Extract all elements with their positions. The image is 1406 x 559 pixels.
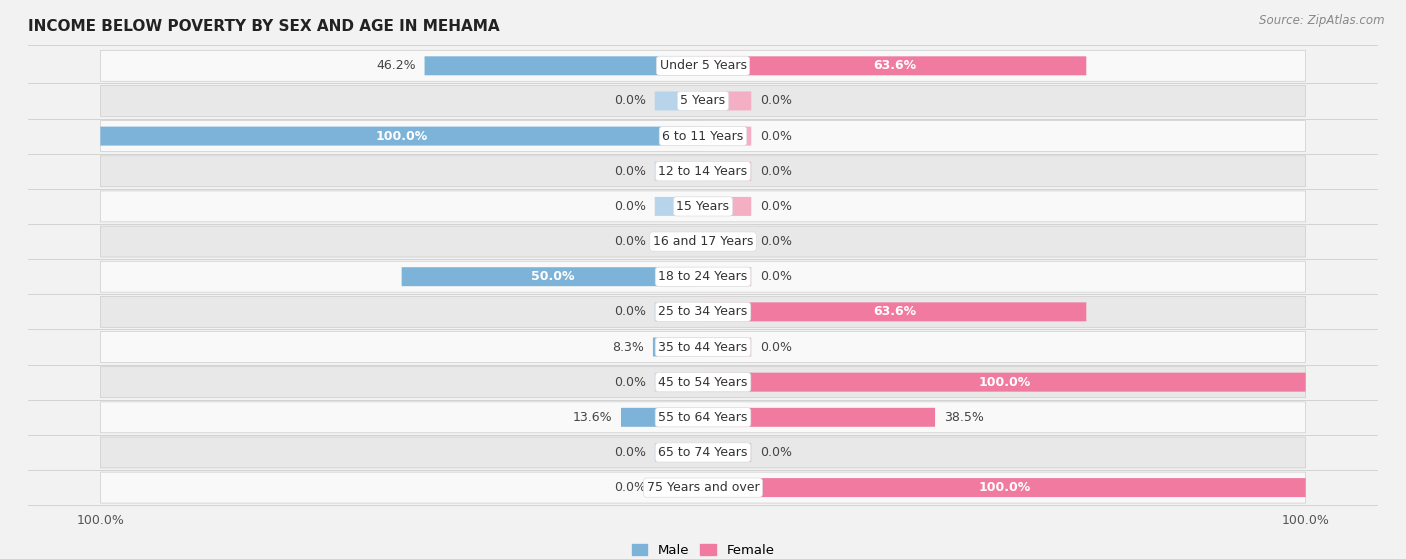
Text: 0.0%: 0.0% (614, 446, 645, 459)
FancyBboxPatch shape (655, 478, 703, 497)
FancyBboxPatch shape (655, 92, 703, 111)
FancyBboxPatch shape (100, 261, 1306, 292)
FancyBboxPatch shape (703, 127, 751, 145)
FancyBboxPatch shape (703, 197, 751, 216)
FancyBboxPatch shape (655, 232, 703, 251)
FancyBboxPatch shape (100, 156, 1306, 187)
Legend: Male, Female: Male, Female (626, 539, 780, 559)
FancyBboxPatch shape (621, 408, 703, 427)
FancyBboxPatch shape (100, 296, 1306, 328)
FancyBboxPatch shape (703, 267, 751, 286)
Text: 63.6%: 63.6% (873, 59, 917, 72)
Text: 13.6%: 13.6% (572, 411, 612, 424)
FancyBboxPatch shape (703, 408, 935, 427)
Text: 100.0%: 100.0% (979, 376, 1031, 389)
Text: 35 to 44 Years: 35 to 44 Years (658, 340, 748, 353)
Text: 100.0%: 100.0% (375, 130, 427, 143)
Text: 0.0%: 0.0% (614, 376, 645, 389)
Text: 0.0%: 0.0% (614, 94, 645, 107)
FancyBboxPatch shape (652, 338, 703, 357)
Text: 45 to 54 Years: 45 to 54 Years (658, 376, 748, 389)
Text: 16 and 17 Years: 16 and 17 Years (652, 235, 754, 248)
Text: 0.0%: 0.0% (761, 130, 792, 143)
FancyBboxPatch shape (655, 162, 703, 181)
Text: 0.0%: 0.0% (761, 270, 792, 283)
Text: 0.0%: 0.0% (614, 305, 645, 319)
Text: 0.0%: 0.0% (761, 340, 792, 353)
FancyBboxPatch shape (402, 267, 703, 286)
FancyBboxPatch shape (100, 402, 1306, 433)
Text: 6 to 11 Years: 6 to 11 Years (662, 130, 744, 143)
Text: 50.0%: 50.0% (530, 270, 574, 283)
FancyBboxPatch shape (703, 373, 1306, 392)
FancyBboxPatch shape (100, 86, 1306, 116)
FancyBboxPatch shape (703, 338, 751, 357)
Text: Source: ZipAtlas.com: Source: ZipAtlas.com (1260, 14, 1385, 27)
Text: 8.3%: 8.3% (612, 340, 644, 353)
Text: 65 to 74 Years: 65 to 74 Years (658, 446, 748, 459)
Text: 63.6%: 63.6% (873, 305, 917, 319)
Text: Under 5 Years: Under 5 Years (659, 59, 747, 72)
Text: 12 to 14 Years: 12 to 14 Years (658, 165, 748, 178)
FancyBboxPatch shape (703, 443, 751, 462)
Text: 0.0%: 0.0% (614, 481, 645, 494)
FancyBboxPatch shape (703, 92, 751, 111)
Text: 25 to 34 Years: 25 to 34 Years (658, 305, 748, 319)
Text: 0.0%: 0.0% (614, 235, 645, 248)
FancyBboxPatch shape (100, 472, 1306, 503)
FancyBboxPatch shape (100, 226, 1306, 257)
Text: 0.0%: 0.0% (614, 165, 645, 178)
FancyBboxPatch shape (655, 197, 703, 216)
Text: 0.0%: 0.0% (761, 200, 792, 213)
FancyBboxPatch shape (655, 443, 703, 462)
FancyBboxPatch shape (703, 232, 751, 251)
Text: 75 Years and over: 75 Years and over (647, 481, 759, 494)
Text: 0.0%: 0.0% (761, 446, 792, 459)
Text: 15 Years: 15 Years (676, 200, 730, 213)
Text: 0.0%: 0.0% (761, 235, 792, 248)
FancyBboxPatch shape (100, 50, 1306, 81)
FancyBboxPatch shape (100, 121, 1306, 151)
Text: 55 to 64 Years: 55 to 64 Years (658, 411, 748, 424)
Text: 0.0%: 0.0% (614, 200, 645, 213)
Text: 18 to 24 Years: 18 to 24 Years (658, 270, 748, 283)
Text: 38.5%: 38.5% (943, 411, 984, 424)
FancyBboxPatch shape (100, 367, 1306, 397)
FancyBboxPatch shape (100, 437, 1306, 468)
FancyBboxPatch shape (100, 127, 703, 145)
FancyBboxPatch shape (703, 478, 1306, 497)
Text: 46.2%: 46.2% (375, 59, 416, 72)
FancyBboxPatch shape (100, 331, 1306, 362)
Text: 0.0%: 0.0% (761, 165, 792, 178)
FancyBboxPatch shape (100, 191, 1306, 222)
FancyBboxPatch shape (703, 56, 1087, 75)
Text: 100.0%: 100.0% (979, 481, 1031, 494)
FancyBboxPatch shape (425, 56, 703, 75)
Text: 0.0%: 0.0% (761, 94, 792, 107)
FancyBboxPatch shape (703, 302, 1087, 321)
Text: 5 Years: 5 Years (681, 94, 725, 107)
FancyBboxPatch shape (655, 373, 703, 392)
FancyBboxPatch shape (655, 302, 703, 321)
FancyBboxPatch shape (703, 162, 751, 181)
Text: INCOME BELOW POVERTY BY SEX AND AGE IN MEHAMA: INCOME BELOW POVERTY BY SEX AND AGE IN M… (28, 19, 499, 34)
